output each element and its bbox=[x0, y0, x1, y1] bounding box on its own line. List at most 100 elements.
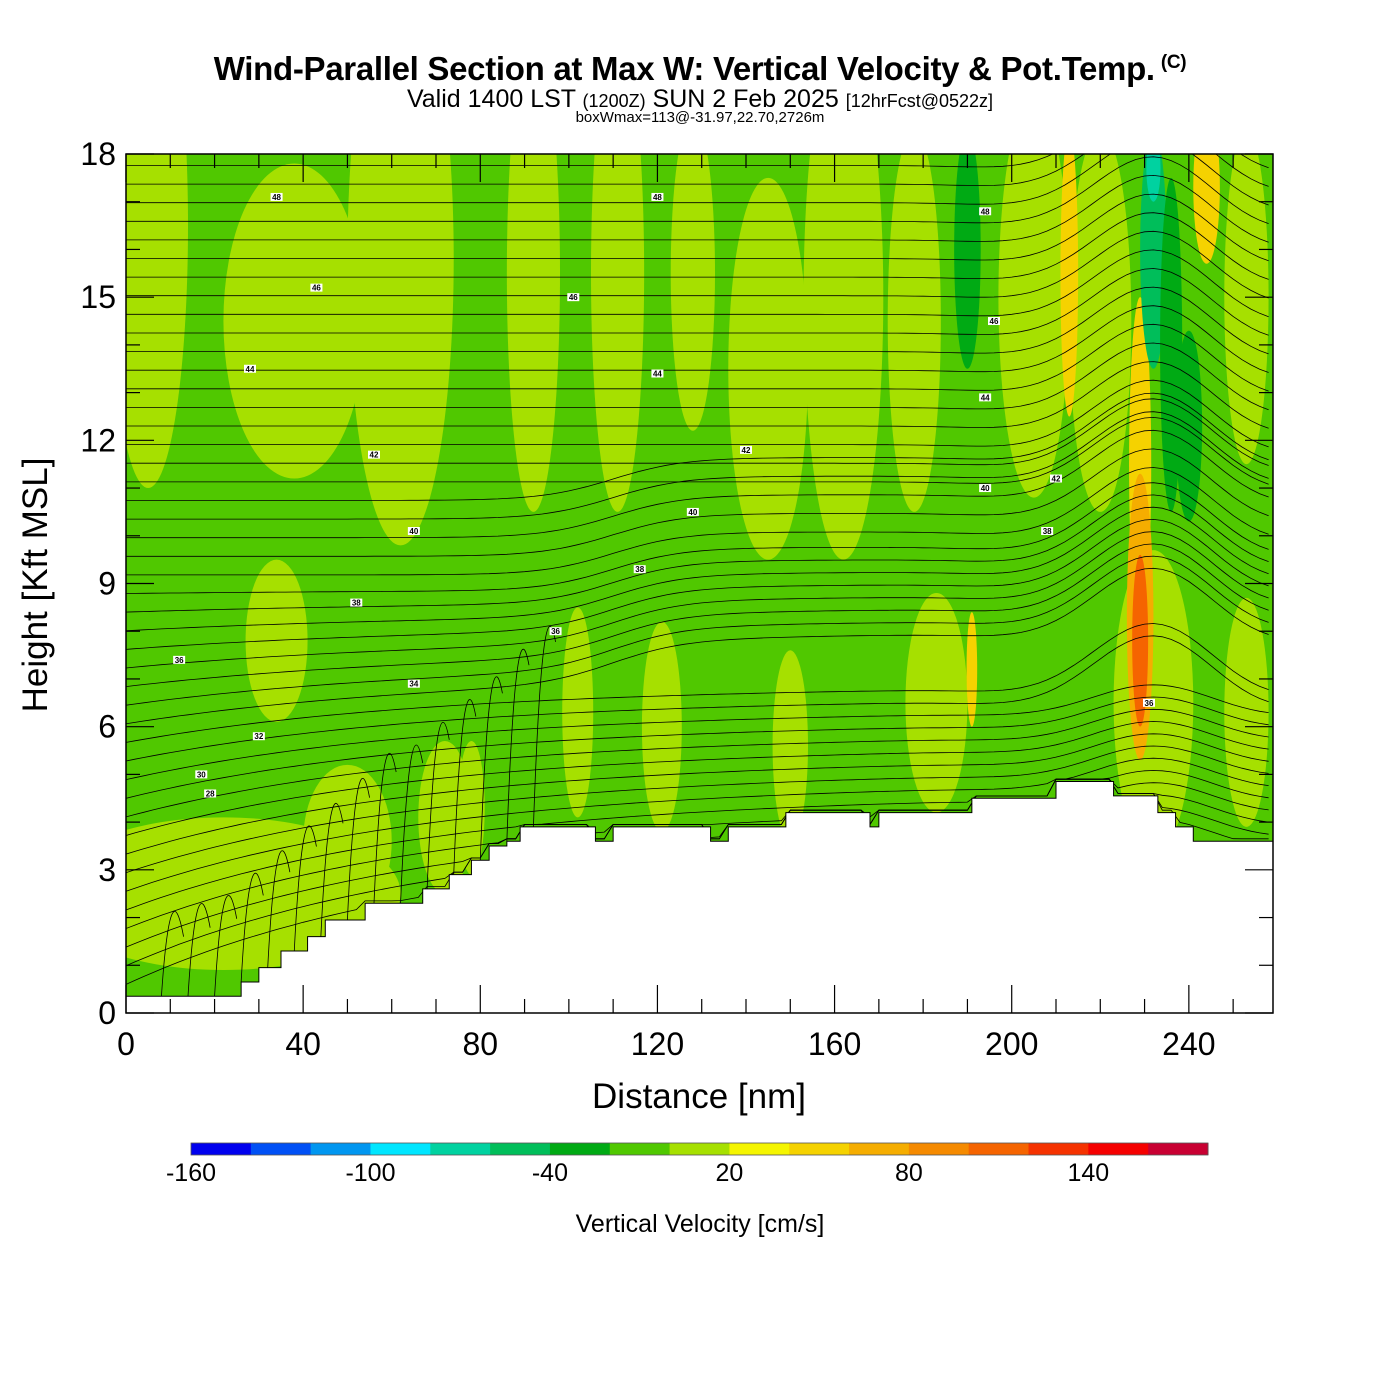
isentrope-line bbox=[126, 684, 1269, 780]
isentrope-label: 40 bbox=[686, 507, 699, 517]
x-tick-label: 200 bbox=[985, 1026, 1038, 1062]
isentrope-label-text: 34 bbox=[409, 680, 418, 689]
isentrope-line bbox=[126, 696, 1269, 799]
velocity-region-22 bbox=[1224, 597, 1269, 827]
isentrope-line bbox=[126, 467, 1269, 576]
y-axis-title: Height [Kft MSL] bbox=[16, 458, 55, 713]
isentrope-line bbox=[126, 174, 1269, 243]
y-tick-label: 12 bbox=[80, 422, 116, 458]
isentrope-line bbox=[126, 623, 1269, 743]
isentrope-line bbox=[126, 154, 1269, 187]
isentrope-label-text: 46 bbox=[569, 293, 578, 302]
isentrope-label-text: 36 bbox=[175, 656, 184, 665]
colorbar-swatch bbox=[430, 1143, 491, 1155]
colorbar-swatch bbox=[370, 1143, 431, 1155]
velocity-region-5 bbox=[591, 154, 645, 512]
isentrope-line bbox=[126, 555, 1269, 706]
isentrope-line bbox=[126, 156, 1269, 224]
isentrope-label: 34 bbox=[407, 679, 420, 689]
isentrope-label: 28 bbox=[204, 789, 217, 798]
isentrope-label: 46 bbox=[988, 317, 1000, 326]
potential-temperature-contours bbox=[126, 82, 1269, 997]
colorbar-swatch bbox=[490, 1143, 551, 1155]
isentrope-line bbox=[126, 193, 1269, 262]
isentrope-label: 30 bbox=[195, 770, 208, 779]
isentrope-line bbox=[126, 305, 1269, 373]
box-info: boxWmax=113@-31.97,22.70,2726m bbox=[575, 109, 825, 126]
isentrope-line bbox=[267, 850, 291, 968]
colorbar-swatch bbox=[549, 1143, 611, 1155]
y-tick-label: 18 bbox=[80, 136, 116, 172]
velocity-region-20 bbox=[905, 593, 968, 813]
velocity-region-29 bbox=[1140, 154, 1167, 369]
isentrope-label-text: 48 bbox=[981, 207, 990, 216]
chart-subtitle: Valid 1400 LST (1200Z) SUN 2 Feb 2025 [1… bbox=[0, 85, 1400, 114]
isentrope-line bbox=[126, 230, 1269, 299]
y-tick-label: 6 bbox=[98, 709, 116, 745]
isentrope-label: 48 bbox=[651, 192, 664, 202]
isentrope-label-text: 48 bbox=[272, 193, 281, 202]
colorbar-swatch bbox=[310, 1143, 371, 1155]
isentrope-label: 42 bbox=[740, 445, 752, 455]
colorbar-swatch bbox=[1148, 1143, 1209, 1155]
isentrope-label: 48 bbox=[979, 207, 992, 216]
isentrope-label: 46 bbox=[567, 293, 580, 302]
colorbar-swatch bbox=[789, 1143, 850, 1155]
velocity-region-31 bbox=[1175, 330, 1203, 522]
isentrope-label-text: 36 bbox=[551, 627, 560, 636]
isentrope-line bbox=[126, 212, 1269, 280]
forecast-info: [12hrFcst@0522z] bbox=[845, 91, 994, 111]
colorbar-swatch bbox=[849, 1143, 910, 1155]
colorbar-tick-label: -160 bbox=[166, 1159, 216, 1187]
isentrope-line bbox=[126, 494, 1269, 613]
velocity-region-28 bbox=[1132, 554, 1149, 727]
isentrope-line bbox=[126, 757, 1269, 892]
isentrope-label-text: 48 bbox=[653, 193, 662, 202]
colorbar-swatch bbox=[1088, 1143, 1149, 1155]
isentrope-line bbox=[126, 518, 1269, 650]
chart-title: Wind-Parallel Section at Max W: Vertical… bbox=[0, 50, 1400, 88]
x-tick-label: 240 bbox=[1162, 1026, 1215, 1062]
colorbar-title: Vertical Velocity [cm/s] bbox=[576, 1210, 825, 1238]
isentrope-line bbox=[126, 342, 1269, 411]
colorbar-tick-label: 140 bbox=[1067, 1159, 1109, 1187]
velocity-region-9 bbox=[887, 154, 941, 512]
colorbar-tick-label: 80 bbox=[895, 1159, 923, 1187]
isentrope-line bbox=[426, 721, 450, 889]
isentrope-line bbox=[373, 752, 397, 904]
valid-prefix: Valid 1400 LST bbox=[406, 85, 576, 113]
isentrope-line bbox=[126, 154, 1269, 206]
velocity-region-2 bbox=[347, 154, 454, 546]
isentrope-line bbox=[126, 249, 1269, 318]
velocity-region-8 bbox=[803, 154, 884, 560]
isentrope-line bbox=[126, 361, 1269, 429]
isentrope-line bbox=[214, 895, 238, 997]
colorbar-swatch bbox=[729, 1143, 790, 1155]
isentrope-line bbox=[293, 825, 317, 951]
isentrope-line bbox=[126, 429, 1269, 539]
isentrope-line bbox=[126, 323, 1269, 392]
isentrope-label-text: 46 bbox=[990, 317, 999, 326]
isentrope-label: 36 bbox=[1143, 698, 1155, 708]
isentrope-line bbox=[126, 416, 1269, 485]
isentrope-line bbox=[506, 648, 530, 842]
isentrope-line bbox=[126, 398, 1269, 466]
x-tick-label: 120 bbox=[631, 1026, 684, 1062]
isentrope-label-text: 46 bbox=[312, 284, 321, 293]
copyright-mark: (C) bbox=[1160, 52, 1187, 73]
terrain-mask bbox=[125, 781, 1274, 1014]
isentrope-line bbox=[126, 733, 1269, 855]
y-tick-label: 15 bbox=[80, 279, 116, 315]
isentrope-label-text: 42 bbox=[370, 451, 379, 460]
isentrope-label-text: 42 bbox=[1052, 475, 1061, 484]
isentrope-line bbox=[126, 770, 1269, 911]
isentrope-line bbox=[126, 82, 1269, 149]
isentrope-label: 40 bbox=[407, 527, 420, 536]
colorbar-swatch bbox=[669, 1143, 730, 1155]
isentrope-label-text: 36 bbox=[1145, 699, 1154, 708]
isentrope-line bbox=[320, 802, 344, 937]
isentrope-line bbox=[479, 676, 503, 861]
isentrope-line bbox=[126, 286, 1269, 355]
x-axis-title: Distance [nm] bbox=[592, 1077, 806, 1116]
